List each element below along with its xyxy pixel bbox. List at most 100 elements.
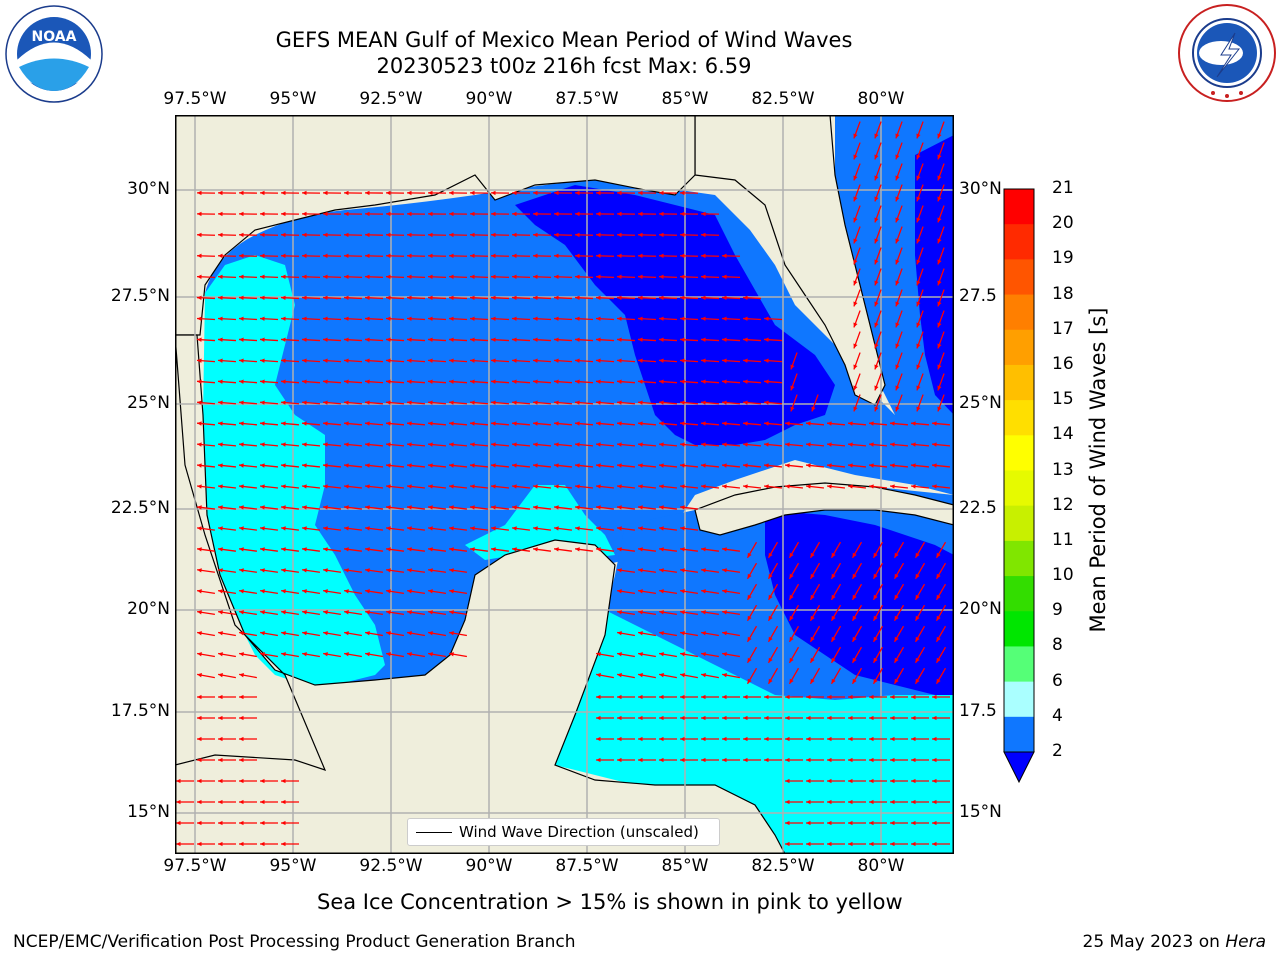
- wave-direction-arrow: [427, 421, 447, 426]
- wave-direction-arrow: [196, 316, 216, 321]
- wave-direction-arrow: [700, 463, 720, 468]
- wave-direction-arrow: [659, 757, 677, 763]
- wave-direction-arrow: [238, 547, 258, 552]
- wave-direction-arrow: [890, 694, 908, 700]
- wave-direction-arrow: [874, 163, 882, 181]
- wave-direction-arrow: [574, 253, 594, 259]
- wave-direction-arrow: [637, 316, 657, 321]
- wave-direction-arrow: [893, 667, 905, 685]
- wave-direction-arrow: [280, 253, 300, 259]
- wave-direction-arrow: [196, 400, 216, 405]
- wave-direction-arrow: [385, 463, 405, 468]
- wave-direction-arrow: [851, 604, 863, 622]
- wave-direction-arrow: [700, 484, 720, 489]
- wave-direction-arrow: [448, 505, 468, 510]
- wave-direction-arrow: [916, 226, 924, 244]
- wave-direction-arrow: [427, 274, 447, 279]
- colorbar-segment: [1004, 646, 1034, 683]
- wave-direction-arrow: [196, 442, 216, 447]
- wave-direction-arrow: [301, 463, 321, 468]
- wave-direction-arrow: [890, 715, 908, 721]
- wave-direction-arrow: [280, 505, 300, 510]
- wave-direction-arrow: [784, 463, 804, 468]
- wave-direction-arrow: [722, 610, 740, 616]
- wave-direction-arrow: [511, 295, 531, 300]
- wave-direction-arrow: [763, 337, 783, 342]
- wave-direction-arrow: [937, 289, 945, 307]
- wave-direction-arrow: [574, 442, 594, 447]
- colorbar-segment: [1004, 681, 1034, 718]
- wave-direction-arrow: [916, 373, 924, 391]
- wave-direction-arrow: [511, 232, 531, 238]
- wave-direction-arrow: [874, 247, 882, 265]
- wave-direction-arrow: [385, 232, 405, 238]
- wave-direction-arrow: [301, 526, 321, 531]
- wave-direction-arrow: [574, 274, 594, 279]
- lon-tick-bottom: 92.5°W: [359, 856, 423, 876]
- wave-direction-arrow: [868, 484, 888, 489]
- wave-direction-arrow: [280, 463, 300, 468]
- wave-direction-arrow: [490, 232, 510, 238]
- wave-direction-arrow: [616, 484, 636, 489]
- wave-direction-arrow: [931, 442, 951, 447]
- wave-direction-arrow: [259, 568, 279, 573]
- wave-direction-arrow: [937, 310, 945, 328]
- wave-direction-arrow: [826, 463, 846, 468]
- wave-direction-arrow: [574, 190, 594, 196]
- wave-direction-arrow: [385, 505, 405, 510]
- wave-direction-arrow: [890, 778, 908, 784]
- wave-direction-arrow: [197, 778, 215, 784]
- wave-direction-arrow: [427, 505, 447, 510]
- wave-direction-arrow: [851, 562, 863, 580]
- wave-direction-arrow: [239, 715, 257, 721]
- wave-direction-arrow: [806, 757, 824, 763]
- wave-direction-arrow: [364, 316, 384, 321]
- wave-direction-arrow: [196, 358, 216, 363]
- wave-direction-arrow: [764, 694, 782, 700]
- wave-direction-arrow: [364, 274, 384, 279]
- colorbar-tick-label: 4: [1052, 705, 1063, 726]
- wave-direction-arrow: [658, 295, 678, 300]
- wave-direction-arrow: [851, 541, 863, 559]
- wave-direction-arrow: [448, 568, 468, 573]
- wave-direction-arrow: [406, 442, 426, 447]
- wave-direction-arrow: [218, 694, 236, 700]
- wave-direction-arrow: [937, 331, 945, 349]
- wave-direction-arrow: [595, 190, 615, 196]
- wave-direction-arrow: [616, 463, 636, 468]
- wave-direction-arrow: [532, 463, 552, 468]
- wave-direction-arrow: [448, 232, 468, 238]
- wave-direction-arrow: [721, 295, 741, 300]
- ocean-medium-gulf: [205, 180, 954, 685]
- wave-direction-arrow: [511, 400, 531, 405]
- colorbar-tick-label: 21: [1052, 178, 1074, 198]
- wave-direction-arrow: [364, 379, 384, 384]
- wave-direction-arrow: [385, 190, 405, 196]
- wave-direction-arrow: [280, 337, 300, 342]
- wave-direction-arrow: [788, 625, 800, 643]
- lon-tick-top: 80°W: [857, 89, 905, 109]
- wave-direction-arrow: [197, 841, 215, 847]
- legend-line-swatch: [416, 832, 452, 833]
- wave-direction-arrow: [916, 142, 924, 160]
- wave-direction-arrow: [911, 799, 929, 805]
- wave-direction-arrow: [406, 421, 426, 426]
- wave-direction-arrow: [344, 652, 362, 658]
- wave-direction-arrow: [722, 757, 740, 763]
- wave-direction-arrow: [700, 358, 720, 363]
- wave-direction-arrow: [385, 442, 405, 447]
- wave-direction-arrow: [217, 253, 237, 259]
- wave-direction-arrow: [239, 820, 257, 826]
- wave-direction-arrow: [176, 820, 194, 826]
- wave-direction-arrow: [935, 541, 947, 559]
- wave-direction-arrow: [679, 526, 699, 531]
- wave-direction-arrow: [701, 589, 719, 594]
- wave-direction-arrow: [659, 631, 677, 637]
- wave-direction-arrow: [853, 226, 861, 244]
- wave-direction-arrow: [721, 547, 741, 552]
- wave-direction-arrow: [742, 316, 762, 321]
- wave-direction-arrow: [637, 190, 657, 196]
- lon-tick-bottom: 87.5°W: [555, 856, 619, 876]
- wave-direction-arrow: [874, 205, 882, 223]
- wave-direction-arrow: [301, 358, 321, 363]
